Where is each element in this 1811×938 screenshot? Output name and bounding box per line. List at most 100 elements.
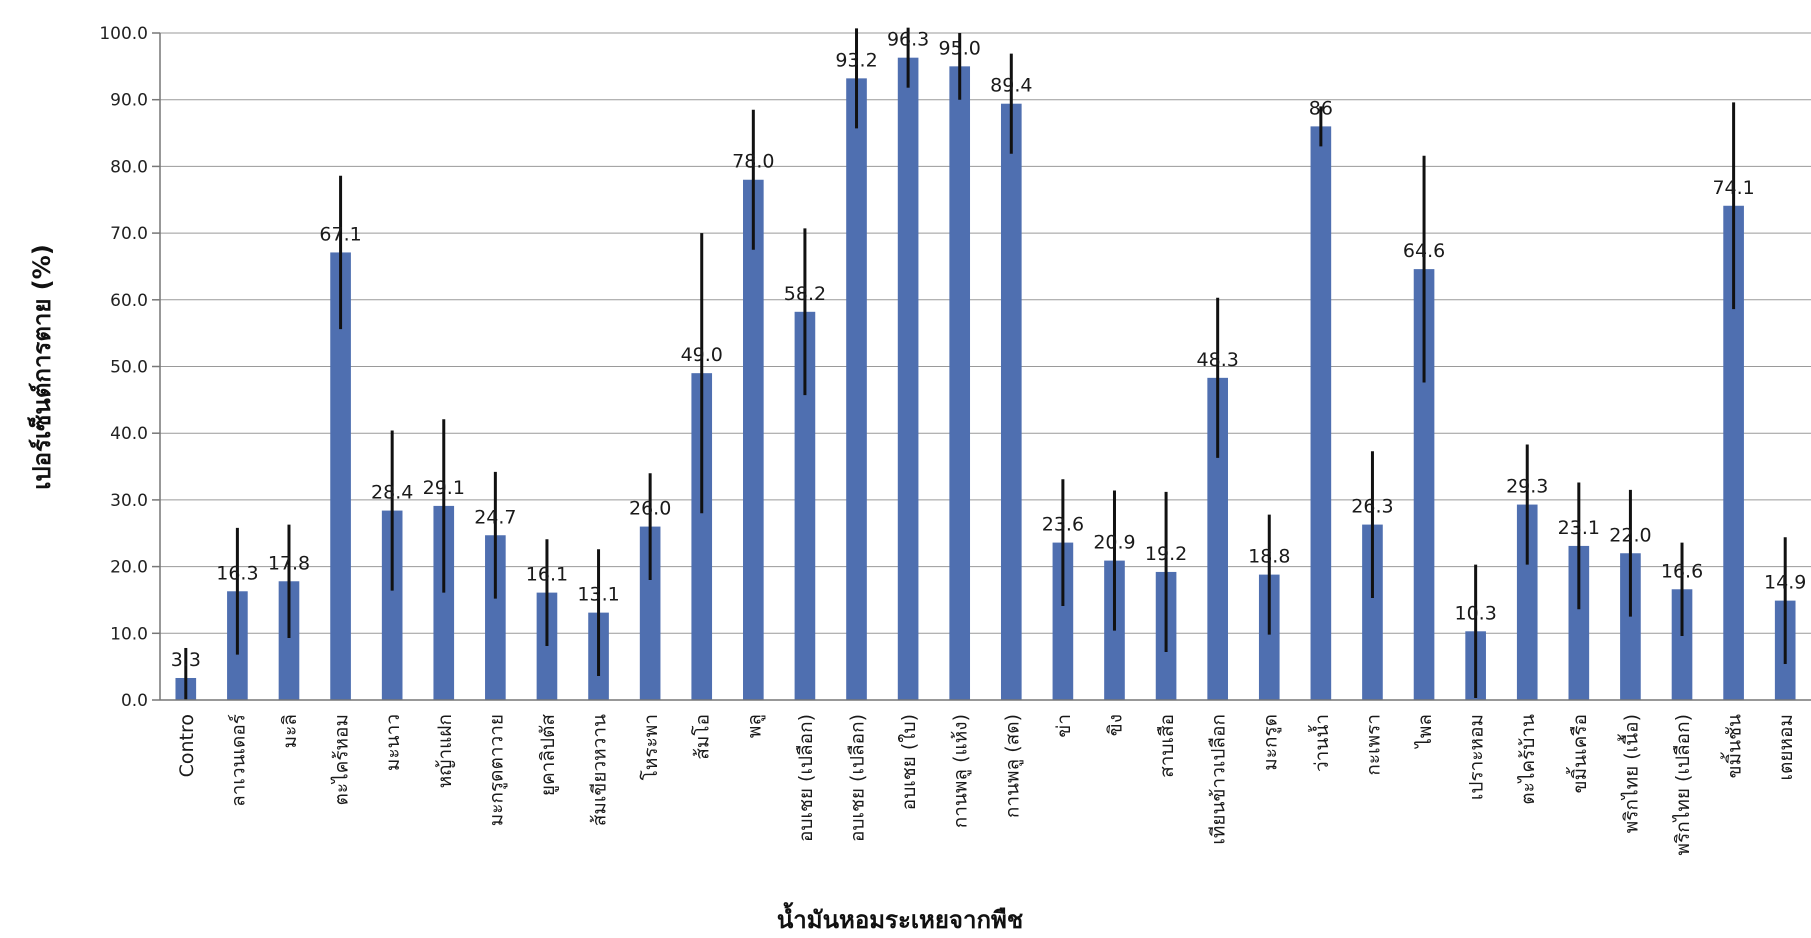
bar — [1568, 545, 1590, 700]
bar — [485, 535, 506, 700]
x-tick-label: มะกรูด — [1259, 714, 1281, 771]
bar — [1362, 524, 1383, 700]
x-tick-label: อบเชย (ใบ) — [898, 714, 920, 810]
bar — [1516, 504, 1538, 700]
data-label: 67.1 — [319, 223, 361, 245]
x-tick-label: Contro — [176, 714, 198, 777]
x-tick-label: มะกรูดตาวาย — [485, 714, 507, 826]
bar — [433, 505, 455, 700]
x-tick-label: พริกไทย (เปลือก) — [1672, 714, 1694, 855]
x-axis-title: น้ำมันหอมระเหยจากพืช — [777, 901, 1023, 934]
data-label: 16.1 — [526, 564, 568, 586]
data-label: 48.3 — [1197, 349, 1239, 371]
y-tick-label: 0.0 — [121, 691, 148, 711]
x-tick-label: กะเพรา — [1362, 714, 1384, 776]
y-axis-title: เปอร์เซ็นต์การตาย (%) — [27, 244, 56, 490]
data-label: 13.1 — [577, 584, 619, 606]
x-tick-label: กานพลู (แห้ง) — [950, 714, 972, 828]
data-labels: 3.3 16.3 17.8 67.1 28.4 29.1 24.7 16.1 13.1 26.0 4… — [171, 29, 1807, 671]
data-label: 86 — [1309, 97, 1333, 119]
y-axis-ticks: 0.0 10.0 20.0 30.0 40.0 50.0 60.0 70.0 80.0 90.0 1… — [99, 24, 160, 711]
x-tick-label: เตยหอม — [1775, 714, 1797, 780]
bar — [536, 592, 558, 700]
bar — [1620, 553, 1641, 700]
data-label: 23.6 — [1042, 514, 1084, 536]
error-bars — [184, 27, 1787, 700]
x-tick-label: พลู — [743, 714, 765, 738]
x-tick-label: กานพลู (สด) — [1001, 714, 1023, 818]
x-tick-label: ยูคาลิปตัส — [537, 714, 559, 797]
data-label: 74.1 — [1712, 177, 1754, 199]
bar — [1310, 126, 1332, 700]
x-tick-label: ส้มเขียวหวาน — [589, 714, 611, 826]
data-label: 23.1 — [1558, 517, 1600, 539]
y-tick-label: 50.0 — [110, 358, 148, 378]
x-tick-label: ส้มโอ — [691, 714, 714, 760]
x-tick-label: อบเชย (เปลือก) — [847, 714, 869, 842]
x-tick-label: ขมิ้นเครือ — [1566, 714, 1591, 793]
y-tick-label: 60.0 — [110, 291, 148, 311]
bar — [1413, 269, 1435, 700]
data-label: 20.9 — [1093, 532, 1135, 554]
data-label: 28.4 — [371, 482, 413, 504]
data-label: 17.8 — [268, 552, 310, 574]
x-tick-label: หญ้าแฝก — [434, 714, 456, 788]
bar — [1207, 377, 1228, 700]
data-label: 49.0 — [681, 344, 723, 366]
data-label: 16.6 — [1661, 560, 1703, 582]
x-tick-label: มะลิ — [279, 714, 301, 748]
bar — [897, 57, 919, 700]
y-tick-label: 20.0 — [110, 558, 148, 578]
bar — [846, 78, 867, 700]
x-tick-label: โหระพา — [639, 714, 662, 780]
x-tick-label: เทียนข้าวเปลือก — [1208, 714, 1230, 845]
data-label: 29.3 — [1506, 476, 1548, 498]
bar — [743, 179, 764, 701]
data-label: 26.3 — [1351, 496, 1393, 518]
bar — [794, 311, 816, 700]
x-tick-label: ตะไคร้หอม — [331, 714, 353, 805]
bar — [1258, 574, 1280, 700]
x-tick-label: ข่า — [1053, 714, 1075, 738]
x-axis-tick-labels: Contro ลาเวนเดอร์ มะลิ ตะไคร้หอม มะนาว หญ้าแฝ… — [176, 714, 1797, 856]
gridlines — [160, 32, 1811, 701]
data-label: 10.3 — [1454, 602, 1496, 624]
data-label: 78.0 — [732, 151, 774, 173]
x-tick-label: มะนาว — [382, 714, 404, 771]
x-tick-label: ขิง — [1104, 714, 1126, 736]
y-tick-label: 30.0 — [110, 491, 148, 511]
y-tick-label: 70.0 — [110, 224, 148, 244]
data-label: 96.3 — [887, 29, 929, 51]
bar — [1000, 103, 1022, 700]
y-tick-label: 100.0 — [99, 24, 148, 44]
bar — [1723, 205, 1744, 701]
x-tick-label: อบเชย (เปลือก) — [795, 714, 817, 842]
x-tick-label: ขมิ้นชัน — [1721, 714, 1746, 778]
bar — [381, 510, 403, 700]
x-tick-label: ลาเวนเดอร์ — [227, 714, 249, 807]
x-tick-label: เปราะหอม — [1466, 714, 1488, 800]
x-tick-label: ว่านน้ำ — [1308, 714, 1333, 772]
y-tick-label: 10.0 — [110, 624, 148, 644]
y-tick-label: 90.0 — [110, 91, 148, 111]
bar — [949, 66, 971, 701]
data-label: 93.2 — [835, 49, 877, 71]
data-label: 64.6 — [1403, 240, 1445, 262]
data-label: 89.4 — [990, 75, 1032, 97]
x-tick-label: พริกไทย (เนื้อ) — [1617, 714, 1642, 833]
bar — [691, 373, 713, 700]
data-label: 95.0 — [939, 37, 981, 59]
data-label: 3.3 — [171, 649, 201, 671]
y-tick-label: 80.0 — [110, 157, 148, 177]
bar — [1052, 542, 1074, 700]
data-label: 14.9 — [1764, 572, 1806, 594]
data-label: 24.7 — [474, 506, 516, 528]
bar — [330, 252, 351, 700]
bar — [278, 581, 300, 700]
bars — [175, 57, 1796, 701]
data-label: 16.3 — [216, 562, 258, 584]
x-tick-label: ตะไคร้บ้าน — [1517, 714, 1539, 805]
data-label: 29.1 — [423, 477, 465, 499]
data-label: 22.0 — [1609, 524, 1651, 546]
